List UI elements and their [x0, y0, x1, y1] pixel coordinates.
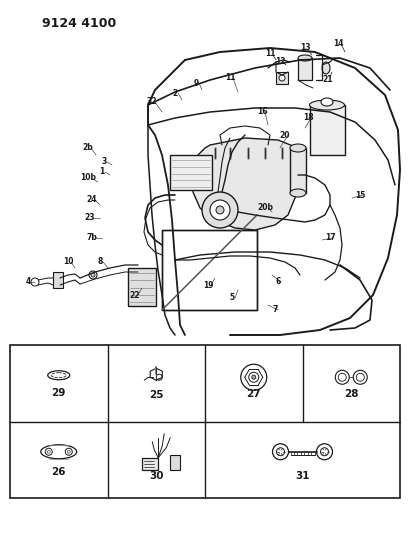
- Ellipse shape: [322, 62, 330, 74]
- Text: 27: 27: [247, 389, 261, 399]
- Text: 8: 8: [97, 257, 103, 266]
- Text: 7: 7: [272, 305, 278, 314]
- Text: 28: 28: [344, 389, 358, 399]
- Circle shape: [252, 375, 256, 379]
- Ellipse shape: [290, 189, 306, 197]
- Text: 14: 14: [333, 38, 343, 47]
- Text: 23: 23: [85, 214, 95, 222]
- Bar: [170, 455, 180, 470]
- Text: 9: 9: [193, 78, 199, 87]
- Circle shape: [91, 273, 95, 277]
- Text: 3: 3: [102, 157, 106, 166]
- Text: 9124 4100: 9124 4100: [42, 17, 116, 30]
- Circle shape: [89, 271, 97, 279]
- Text: 18: 18: [302, 114, 313, 123]
- Text: 16: 16: [257, 108, 267, 117]
- Text: 20b: 20b: [257, 204, 273, 213]
- Ellipse shape: [290, 144, 306, 152]
- Text: 30: 30: [149, 471, 164, 481]
- Text: 7b: 7b: [87, 233, 97, 243]
- Bar: [310, 105, 345, 155]
- Bar: [290, 148, 306, 193]
- Text: 2: 2: [172, 88, 178, 98]
- Bar: [142, 458, 158, 470]
- Ellipse shape: [321, 98, 333, 106]
- Text: 6: 6: [275, 278, 281, 287]
- Circle shape: [31, 278, 39, 286]
- Bar: [162, 230, 257, 310]
- Text: 19: 19: [203, 280, 213, 289]
- Text: 13: 13: [300, 43, 310, 52]
- Bar: [10, 345, 400, 498]
- Text: 31: 31: [295, 471, 310, 481]
- Text: 20: 20: [280, 131, 290, 140]
- Text: 17: 17: [325, 233, 335, 243]
- Bar: [298, 58, 312, 80]
- Bar: [276, 72, 288, 84]
- Text: 32: 32: [147, 98, 157, 107]
- Text: 12: 12: [275, 58, 285, 67]
- Bar: [162, 230, 257, 310]
- Text: 1: 1: [99, 167, 105, 176]
- Text: 26: 26: [51, 467, 66, 477]
- Circle shape: [210, 200, 230, 220]
- Text: 11: 11: [265, 49, 275, 58]
- Ellipse shape: [309, 100, 344, 110]
- Text: 15: 15: [355, 190, 365, 199]
- Text: 10b: 10b: [80, 174, 96, 182]
- Text: 11: 11: [225, 74, 235, 83]
- Circle shape: [279, 75, 285, 81]
- Text: 4: 4: [25, 278, 31, 287]
- Text: 24: 24: [87, 196, 97, 205]
- Text: 29: 29: [51, 388, 66, 398]
- Text: 25: 25: [149, 390, 164, 400]
- Circle shape: [202, 192, 238, 228]
- Ellipse shape: [298, 55, 312, 61]
- Polygon shape: [192, 138, 305, 230]
- Bar: [128, 268, 156, 306]
- Text: 2b: 2b: [83, 143, 93, 152]
- Text: 10: 10: [63, 257, 73, 266]
- Text: 21: 21: [323, 76, 333, 85]
- Text: 22: 22: [130, 290, 140, 300]
- Bar: [170, 155, 212, 190]
- Circle shape: [216, 206, 224, 214]
- Bar: [53, 272, 63, 288]
- Text: 5: 5: [229, 294, 235, 303]
